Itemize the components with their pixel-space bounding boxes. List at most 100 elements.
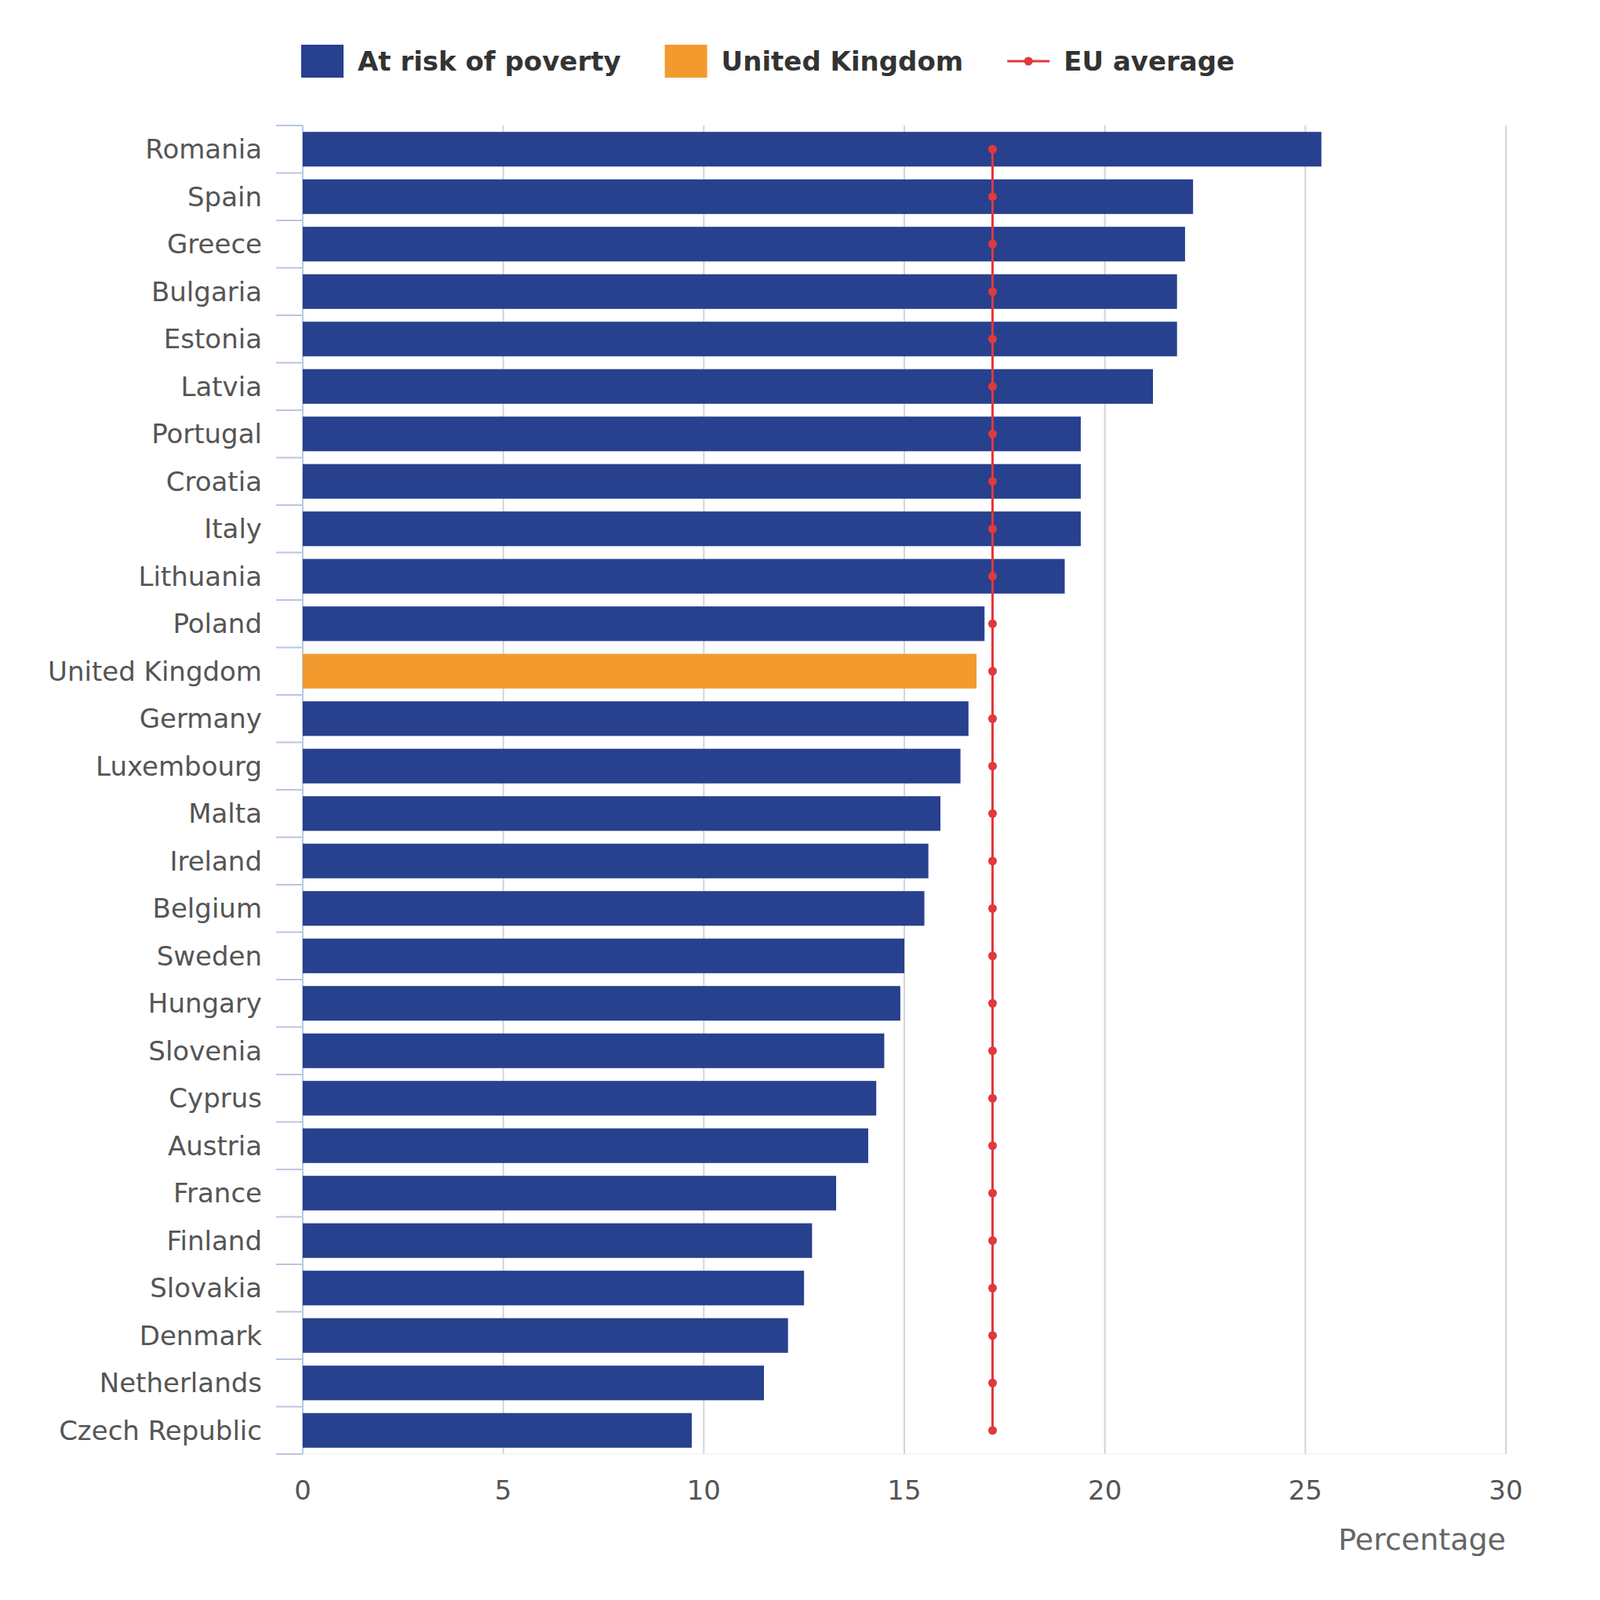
bar bbox=[302, 938, 905, 974]
tick-label: 0 bbox=[294, 1474, 312, 1506]
bar bbox=[302, 179, 1193, 215]
average-marker bbox=[988, 666, 997, 676]
category-label: Croatia bbox=[166, 465, 262, 498]
bar bbox=[302, 654, 977, 689]
category-label: Czech Republic bbox=[58, 1414, 262, 1447]
average-marker bbox=[988, 904, 997, 913]
category-tick bbox=[276, 124, 303, 127]
average-marker bbox=[988, 381, 997, 391]
legend-swatch bbox=[301, 44, 344, 78]
bar bbox=[302, 1270, 804, 1306]
category-label: Italy bbox=[203, 512, 262, 545]
category-label: Denmark bbox=[139, 1320, 263, 1352]
category-label: Belgium bbox=[152, 892, 262, 924]
category-label: Luxembourg bbox=[95, 750, 262, 782]
category-label: Finland bbox=[167, 1225, 263, 1257]
tick-label: 30 bbox=[1488, 1474, 1523, 1506]
average-marker bbox=[988, 145, 997, 154]
category-tick bbox=[276, 647, 303, 649]
category-label: United Kingdom bbox=[47, 655, 262, 688]
legend-label: United Kingdom bbox=[721, 45, 964, 77]
category-tick bbox=[276, 1453, 303, 1455]
category-tick bbox=[276, 267, 303, 270]
category-tick bbox=[276, 1026, 303, 1029]
tick-label: 25 bbox=[1288, 1474, 1323, 1506]
chart: 051015202530RomaniaSpainGreeceBulgariaEs… bbox=[0, 0, 1600, 1600]
category-tick bbox=[276, 741, 303, 744]
bar bbox=[302, 511, 1081, 546]
bar bbox=[302, 321, 1178, 357]
bar bbox=[302, 464, 1081, 499]
bar bbox=[302, 1175, 837, 1211]
category-label: Estonia bbox=[163, 323, 262, 355]
bar bbox=[302, 559, 1066, 594]
category-tick bbox=[276, 694, 303, 696]
average-marker bbox=[988, 1378, 997, 1388]
bar bbox=[302, 1033, 884, 1069]
tick-label: 20 bbox=[1087, 1474, 1122, 1506]
category-tick bbox=[276, 836, 303, 839]
average-marker bbox=[988, 951, 997, 960]
axis-line bbox=[302, 1454, 1506, 1455]
bar bbox=[302, 796, 941, 831]
category-tick bbox=[276, 883, 303, 886]
category-tick bbox=[276, 172, 303, 175]
average-marker bbox=[988, 1141, 997, 1150]
category-label: Ireland bbox=[169, 845, 262, 877]
average-marker bbox=[988, 1425, 997, 1435]
category-tick bbox=[276, 314, 303, 317]
bar bbox=[302, 606, 985, 641]
category-tick bbox=[276, 552, 303, 554]
category-label: Latvia bbox=[180, 370, 262, 403]
average-marker bbox=[988, 1046, 997, 1055]
category-tick bbox=[276, 978, 303, 981]
category-tick bbox=[276, 1121, 303, 1124]
legend-label: EU average bbox=[1063, 45, 1235, 77]
grid-line bbox=[1304, 125, 1306, 1455]
bar bbox=[302, 843, 929, 879]
category-tick bbox=[276, 599, 303, 601]
average-marker bbox=[988, 999, 997, 1008]
category-label: Hungary bbox=[148, 987, 262, 1019]
category-label: France bbox=[173, 1177, 262, 1209]
average-marker bbox=[988, 714, 997, 724]
bar bbox=[302, 131, 1322, 167]
category-label: Netherlands bbox=[99, 1367, 262, 1399]
average-marker bbox=[988, 429, 997, 439]
category-label: Slovenia bbox=[148, 1035, 262, 1067]
category-tick bbox=[276, 1358, 303, 1360]
average-marker bbox=[988, 809, 997, 819]
average-marker bbox=[988, 1236, 997, 1245]
bar bbox=[302, 749, 961, 784]
bar bbox=[302, 890, 925, 926]
category-label: Poland bbox=[172, 607, 262, 640]
category-label: Malta bbox=[188, 797, 262, 830]
category-label: Romania bbox=[145, 133, 262, 165]
bar bbox=[302, 1223, 812, 1259]
bar bbox=[302, 701, 969, 736]
average-marker bbox=[988, 334, 997, 344]
category-tick bbox=[276, 1073, 303, 1076]
average-marker bbox=[988, 192, 997, 201]
average-marker bbox=[988, 761, 997, 771]
average-marker bbox=[988, 1283, 997, 1293]
category-tick bbox=[276, 789, 303, 791]
category-label: Slovakia bbox=[149, 1272, 262, 1304]
bar bbox=[302, 1080, 877, 1116]
plot-area bbox=[302, 131, 1322, 1448]
grid-line bbox=[1505, 125, 1507, 1455]
legend-label: At risk of poverty bbox=[357, 45, 622, 77]
category-tick bbox=[276, 1168, 303, 1171]
category-label: Cyprus bbox=[168, 1082, 262, 1114]
average-marker bbox=[988, 476, 997, 486]
bar bbox=[302, 985, 901, 1021]
category-label: Portugal bbox=[151, 418, 262, 450]
bar bbox=[302, 1318, 789, 1353]
legend-swatch bbox=[1024, 57, 1033, 66]
category-label: Greece bbox=[167, 228, 262, 260]
bar bbox=[302, 416, 1081, 451]
bar bbox=[302, 369, 1153, 404]
tick-label: 10 bbox=[687, 1474, 721, 1506]
category-tick bbox=[276, 457, 303, 459]
category-tick bbox=[276, 504, 303, 506]
